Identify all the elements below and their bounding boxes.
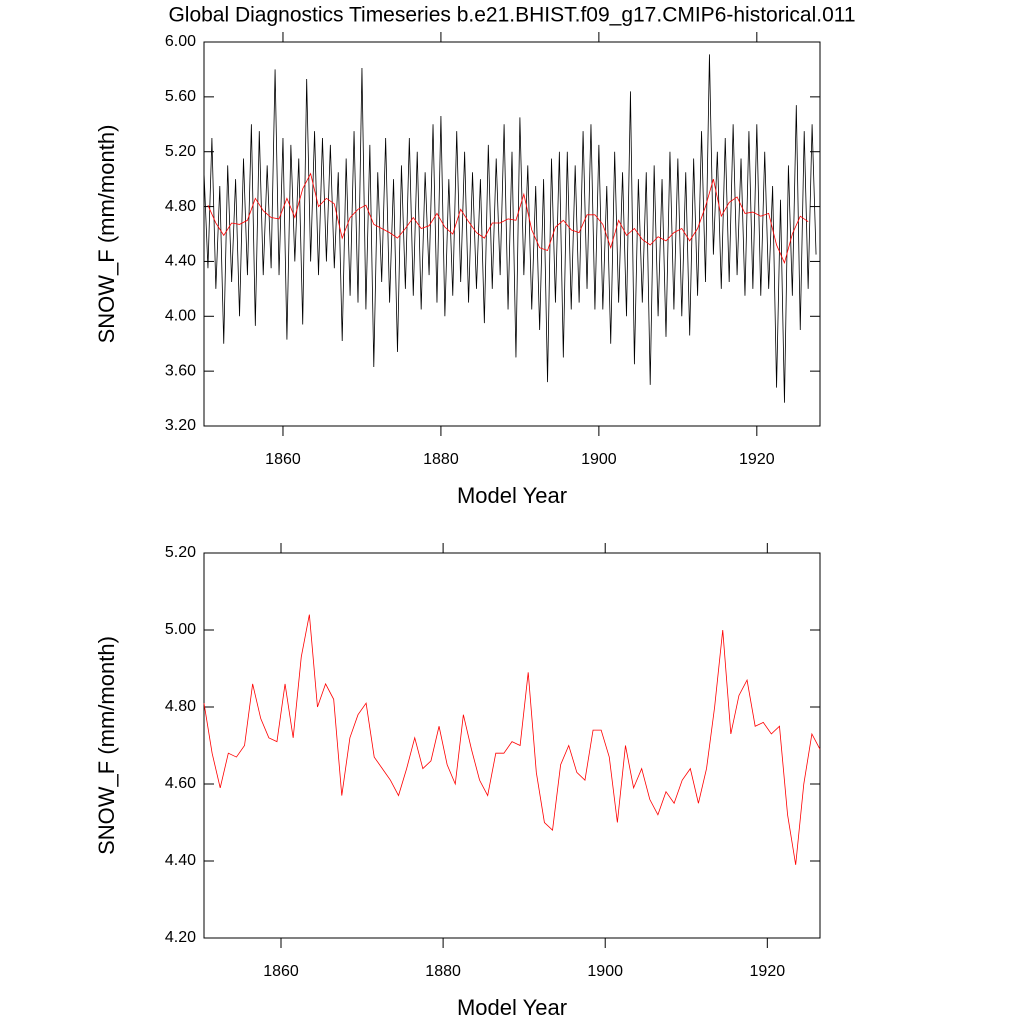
x-tick-label: 1900 [581, 451, 617, 468]
y-tick-label: 4.40 [165, 852, 196, 869]
y-tick-label: 6.00 [165, 33, 196, 50]
y-tick-label: 3.20 [165, 417, 196, 434]
x-tick-label: 1860 [263, 963, 299, 980]
x-tick-label: 1920 [739, 451, 775, 468]
series-line [203, 614, 821, 865]
y-tick-label: 3.60 [165, 362, 196, 379]
plot-frame [203, 41, 821, 427]
plot-frame [203, 552, 821, 939]
x-axis-label: Model Year [457, 483, 567, 508]
y-tick-label: 4.00 [165, 308, 196, 325]
x-tick-label: 1900 [587, 963, 623, 980]
y-axis-label: SNOW_F (mm/month) [94, 125, 119, 344]
y-tick-label: 4.20 [165, 929, 196, 946]
y-tick-label: 5.00 [165, 621, 196, 638]
y-tick-label: 4.80 [165, 698, 196, 715]
y-tick-label: 4.80 [165, 198, 196, 215]
chart-title: Global Diagnostics Timeseries b.e21.BHIS… [168, 4, 855, 27]
y-tick-label: 4.40 [165, 253, 196, 270]
y-tick-label: 5.20 [165, 544, 196, 561]
x-tick-label: 1880 [425, 963, 461, 980]
x-tick-label: 1880 [423, 451, 459, 468]
y-tick-label: 5.20 [165, 143, 196, 160]
y-axis-label: SNOW_F (mm/month) [94, 636, 119, 855]
y-tick-label: 4.60 [165, 775, 196, 792]
series-line [207, 172, 809, 264]
series-line [203, 54, 817, 403]
x-tick-label: 1920 [750, 963, 786, 980]
x-tick-label: 1860 [265, 451, 301, 468]
y-tick-label: 5.60 [165, 88, 196, 105]
x-axis-label: Model Year [457, 995, 567, 1020]
